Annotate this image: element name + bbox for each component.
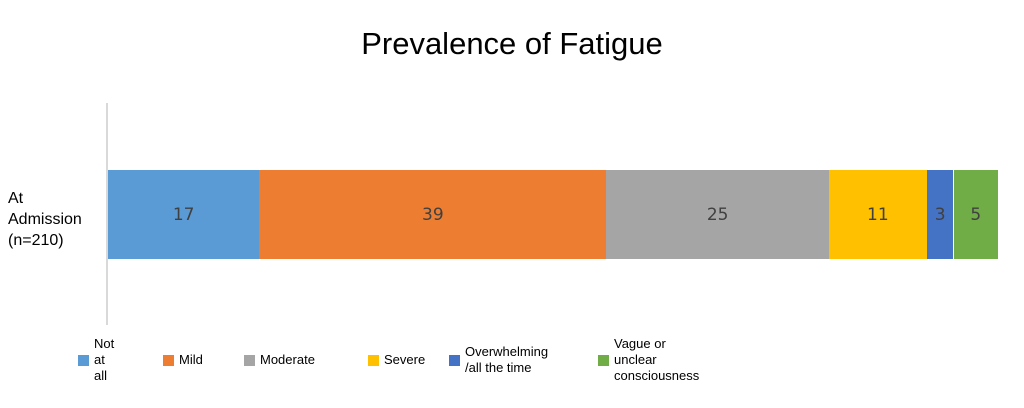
bar-segment-4: 3 xyxy=(926,170,954,259)
legend-label: Overwhelming /all the time xyxy=(465,344,549,375)
legend-label: Not at all xyxy=(94,336,115,383)
legend-swatch xyxy=(244,354,255,366)
legend-item: Moderate xyxy=(244,340,315,380)
chart-title: Prevalence of Fatigue xyxy=(361,26,663,61)
legend-item: Severe xyxy=(368,340,425,380)
legend-item: Mild xyxy=(163,340,203,380)
bar-value-label: 3 xyxy=(934,204,946,225)
legend-swatch xyxy=(368,354,379,366)
category-label: At Admission (n=210) xyxy=(8,190,82,249)
legend-swatch xyxy=(598,354,609,366)
legend-item: Overwhelming /all the time xyxy=(449,340,548,380)
bar-segment-1: 39 xyxy=(259,170,607,259)
legend-label: Vague or unclear consciousness xyxy=(614,336,700,383)
bar-value-label: 25 xyxy=(706,204,729,225)
legend-label: Mild xyxy=(179,352,203,367)
legend-swatch xyxy=(163,354,174,366)
category-axis-line xyxy=(106,103,108,325)
legend-swatch xyxy=(78,354,89,366)
bar-value-label: 5 xyxy=(970,204,982,225)
legend-swatch xyxy=(449,354,460,366)
bar-value-label: 39 xyxy=(422,204,444,225)
legend-label: Moderate xyxy=(260,352,315,367)
legend-item: Vague or unclear consciousness xyxy=(598,336,699,383)
legend-label: Severe xyxy=(384,352,426,367)
bar-value-label: 11 xyxy=(867,204,889,225)
bar-value-label: 17 xyxy=(172,204,195,225)
bar-segment-2: 25 xyxy=(606,170,829,259)
bar-segment-3: 11 xyxy=(828,170,927,259)
bar-segment-0: 17 xyxy=(108,170,260,259)
bar-segment-5: 5 xyxy=(953,170,998,259)
legend-item: Not at all xyxy=(78,336,114,383)
